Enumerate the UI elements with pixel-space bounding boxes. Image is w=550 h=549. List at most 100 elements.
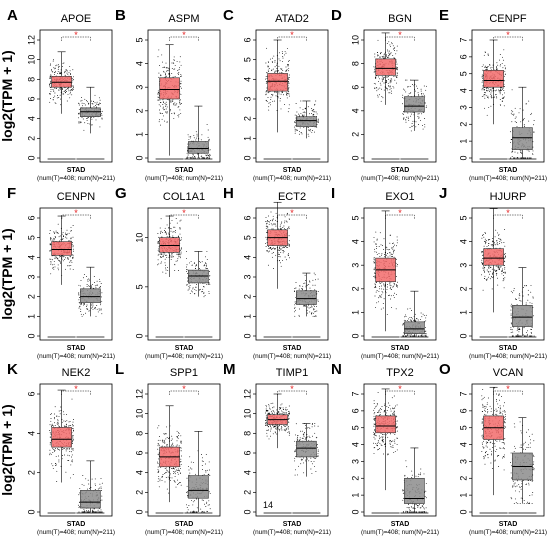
tumor-point (484, 92, 485, 94)
tumor-point (268, 223, 270, 225)
tumor-point (49, 449, 51, 451)
tumor-point (388, 249, 390, 251)
tumor-point (157, 249, 159, 251)
tumor-point (50, 237, 52, 239)
normal-point (402, 335, 404, 337)
normal-point (514, 157, 516, 159)
normal-point (530, 114, 532, 115)
tumor-point (171, 113, 173, 114)
tumor-point (284, 220, 286, 222)
tumor-point (162, 104, 164, 105)
normal-point (304, 112, 306, 114)
tumor-point (66, 237, 68, 239)
normal-point (101, 313, 103, 315)
tumor-point (284, 54, 286, 56)
tumor-point (163, 71, 165, 73)
tumor-point (50, 263, 52, 265)
normal-point (201, 291, 202, 293)
tumor-point (381, 80, 383, 82)
tumor-point (282, 91, 284, 93)
normal-point (408, 335, 410, 337)
tumor-point (163, 102, 164, 103)
tumor-point (265, 246, 267, 247)
normal-point (302, 108, 304, 110)
tumor-point (278, 254, 280, 256)
tumor-point (72, 248, 74, 250)
tumor-point (376, 87, 378, 89)
tumor-point (392, 243, 393, 245)
tumor-point (481, 274, 483, 276)
tumor-point (68, 232, 70, 234)
tumor-point (62, 260, 64, 262)
significance-star: * (290, 30, 294, 40)
tumor-point (157, 458, 159, 460)
y-tick-label: 3 (242, 96, 252, 101)
tumor-point (173, 470, 174, 472)
tumor-point (487, 276, 489, 278)
normal-point (206, 157, 207, 159)
normal-point (308, 113, 310, 115)
y-tick-label: 2 (134, 108, 144, 113)
tumor-point (55, 255, 57, 257)
normal-point (512, 335, 514, 337)
tumor-point (373, 66, 375, 68)
normal-point (187, 154, 189, 156)
tumor-point (52, 465, 54, 467)
normal-point (191, 264, 193, 266)
y-tick-label: 5 (134, 284, 144, 289)
normal-point (514, 107, 516, 109)
tumor-point (485, 67, 487, 68)
tumor-point (59, 260, 60, 262)
tumor-point (502, 280, 504, 282)
normal-point (313, 272, 315, 274)
tumor-point (275, 212, 277, 214)
normal-point (510, 314, 512, 316)
normal-point (420, 119, 421, 121)
tumor-point (488, 267, 490, 269)
normal-point (81, 99, 83, 101)
tumor-point (387, 76, 389, 78)
normal-point (186, 152, 188, 154)
normal-point (80, 313, 82, 315)
tumor-point (157, 427, 159, 429)
tumor-point (388, 76, 389, 78)
y-tick-label: 6 (242, 215, 252, 220)
tumor-point (162, 231, 163, 233)
tumor-point (172, 235, 174, 237)
tumor-point (49, 441, 51, 443)
tumor-point (58, 459, 60, 461)
tumor-point (278, 58, 280, 60)
tumor-point (164, 230, 165, 231)
y-tick-label: 0 (134, 333, 144, 338)
normal-point (188, 288, 190, 290)
tumor-point (268, 68, 270, 70)
normal-point (405, 119, 407, 121)
tumor-point (265, 90, 267, 92)
tumor-point (165, 62, 167, 64)
tumor-point (64, 74, 66, 76)
tumor-point (50, 453, 52, 455)
tumor-point (69, 265, 70, 267)
tumor-point (162, 67, 164, 68)
tumor-point (72, 258, 74, 259)
tumor-point (499, 54, 501, 55)
tumor-point (495, 270, 497, 272)
tumor-point (501, 242, 503, 244)
y-tick-label: 2 (350, 286, 360, 291)
normal-point (96, 106, 98, 108)
tumor-point (65, 69, 67, 70)
normal-point (209, 154, 211, 156)
normal-point (189, 262, 191, 264)
tumor-point (493, 241, 495, 243)
tumor-point (168, 99, 170, 101)
tumor-point (53, 97, 55, 99)
tumor-point (267, 220, 268, 221)
tumor-point (56, 232, 58, 234)
tumor-point (386, 43, 388, 44)
tumor-point (377, 297, 379, 299)
sample-count: (num(T)=408; num(N)=211) (37, 353, 115, 360)
normal-point (532, 150, 534, 152)
tumor-point (395, 61, 397, 63)
normal-point (421, 113, 423, 115)
normal-point (78, 103, 80, 104)
